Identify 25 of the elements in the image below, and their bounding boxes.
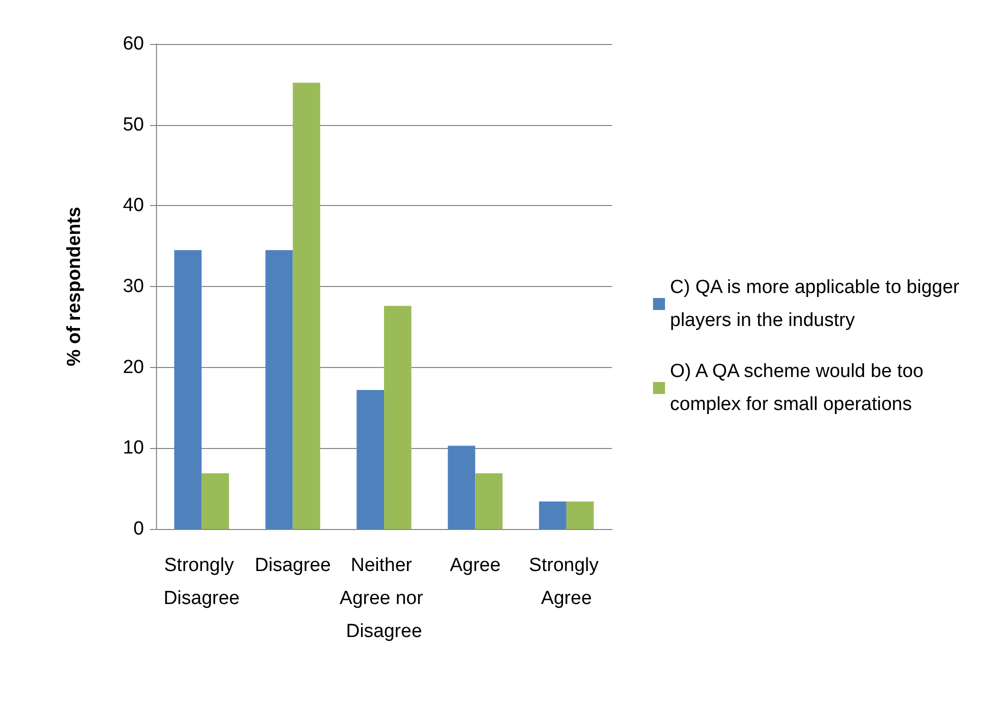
y-tick-label: 40 (122, 195, 144, 216)
bar (202, 473, 229, 529)
x-tick-label: Strongly Agree (528, 555, 604, 609)
bar (384, 306, 412, 529)
bar (356, 390, 384, 529)
y-tick-label: 0 (133, 518, 144, 540)
y-tick-label: 30 (122, 276, 144, 297)
y-tick-label: 10 (122, 438, 144, 459)
x-tick-label: Strongly Disagree (164, 555, 240, 609)
x-tick-label: Neither Agree nor Disagree (340, 555, 428, 642)
bar (265, 250, 293, 529)
y-tick-label: 50 (122, 114, 144, 136)
bar (448, 446, 476, 529)
bar (292, 82, 320, 529)
legend-label: O) A QA scheme would be too complex for small operations (670, 361, 929, 415)
bar (566, 502, 594, 529)
legend-label: C) QA is more applicable to bigger players in the industry (670, 277, 965, 331)
bar (174, 250, 202, 529)
bar (539, 502, 566, 529)
x-tick-label: Disagree (254, 555, 331, 576)
y-tick-label: 60 (122, 34, 144, 54)
bar (475, 473, 503, 529)
x-tick-label: Agree (450, 555, 501, 576)
y-tick-label: 20 (122, 356, 144, 378)
y-axis-title: % of respondents (64, 206, 85, 366)
